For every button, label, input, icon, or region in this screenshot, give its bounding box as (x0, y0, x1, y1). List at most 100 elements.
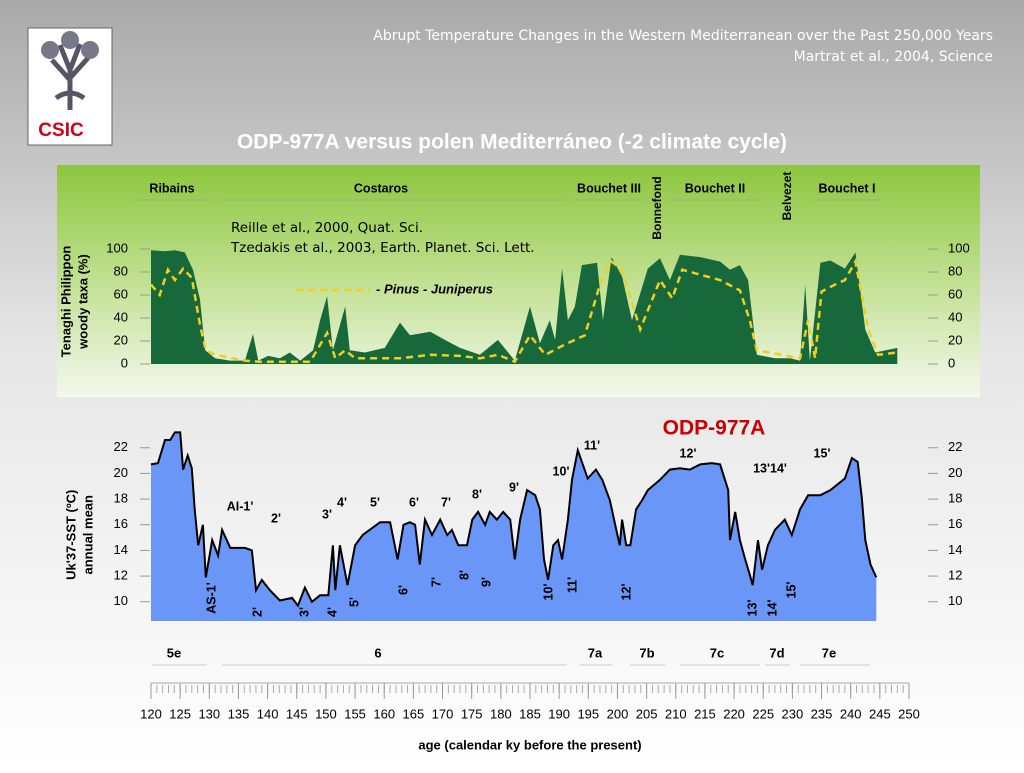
series-label: ODP-977A (663, 417, 766, 440)
stage-label: 7d (769, 645, 784, 660)
x-tick-label: 130 (198, 706, 220, 721)
event-label: 15' (814, 446, 831, 460)
x-axis-label: age (calendar ky before the present) (418, 737, 641, 752)
slide-title: ODP-977A versus polen Mediterráneo (-2 c… (237, 131, 787, 154)
x-tick-label: 205 (636, 706, 658, 721)
event-label: 15' (784, 582, 798, 599)
line (150, 431, 878, 608)
y-tick-label: 100 (106, 240, 128, 255)
event-label: 4' (325, 607, 339, 617)
stage-label: Belvezet (780, 172, 794, 221)
stage-label: 7b (639, 645, 654, 660)
y-tick-label: 0 (948, 355, 955, 370)
y-tick-label: 20 (114, 332, 128, 347)
event-label: 11' (584, 438, 600, 452)
event-label: 5' (370, 495, 380, 509)
x-tick-label: 180 (490, 706, 512, 721)
citation: Reille et al., 2000, Quat. Sci. (231, 220, 423, 236)
event-label: 13'14' (753, 461, 787, 475)
y-tick-label: 16 (114, 516, 128, 531)
x-tick-label: 200 (607, 706, 629, 721)
x-tick-label: 160 (373, 706, 395, 721)
y-tick-label: 22 (948, 439, 962, 454)
event-label: 7' (441, 495, 451, 509)
x-tick-label: 195 (577, 706, 599, 721)
stage-label: Bouchet II (685, 181, 745, 195)
event-label: 12' (619, 584, 633, 601)
logo-text: CSIC (38, 120, 84, 141)
stage-label: 7a (588, 645, 603, 660)
x-tick-label: 225 (752, 706, 774, 721)
stage-label: Bonnefond (650, 176, 664, 239)
y-tick-label: 16 (948, 516, 962, 531)
event-label: 10' (553, 464, 570, 478)
citation: Tzedakis et al., 2003, Earth. Planet. Sc… (230, 240, 535, 256)
legend-label: - Pinus - Juniperus (376, 281, 493, 296)
logo-leaf (81, 41, 99, 59)
event-label: 3' (322, 507, 332, 521)
event-label: 9' (479, 577, 493, 587)
event-label: 14' (765, 600, 779, 617)
y-tick-label: 22 (114, 439, 128, 454)
x-tick-label: 215 (694, 706, 716, 721)
x-tick-label: 120 (140, 706, 162, 721)
stage-label: Bouchet I (819, 181, 876, 195)
y-tick-label: 60 (114, 286, 128, 301)
y-tick-label: 14 (948, 542, 962, 557)
event-label: 8' (472, 487, 482, 501)
event-label: 4' (337, 495, 347, 509)
header-line: Abrupt Temperature Changes in the Wester… (373, 28, 993, 44)
x-tick-label: 145 (286, 706, 308, 721)
x-tick-label: 140 (257, 706, 279, 721)
x-tick-label: 135 (228, 706, 250, 721)
x-tick-label: 235 (811, 706, 833, 721)
x-tick-label: 165 (403, 706, 425, 721)
y-tick-label: 0 (121, 355, 128, 370)
event-label: 8' (457, 570, 471, 580)
x-tick-label: 240 (840, 706, 862, 721)
stage-label: 6 (374, 645, 381, 660)
y-tick-label: 80 (114, 263, 128, 278)
y-tick-label: 20 (948, 332, 962, 347)
event-label: 10' (541, 584, 555, 601)
stage-label: 7e (822, 645, 836, 660)
y-tick-label: 60 (948, 286, 962, 301)
event-label: 12' (680, 446, 697, 460)
x-tick-label: 150 (315, 706, 337, 721)
stage-label: Bouchet III (577, 181, 641, 195)
stage-label: 7c (710, 645, 724, 660)
x-tick-label: 185 (519, 706, 541, 721)
x-tick-label: 190 (548, 706, 570, 721)
x-tick-label: 125 (169, 706, 191, 721)
y-tick-label: 100 (948, 240, 970, 255)
area (151, 432, 877, 621)
x-tick-label: 155 (344, 706, 366, 721)
y-tick-label: 18 (948, 491, 962, 506)
y-tick-label: 18 (114, 491, 128, 506)
event-label: 5' (347, 597, 361, 607)
y-axis-label: woody taxa (%) (75, 254, 90, 350)
y-tick-label: 40 (948, 309, 962, 324)
x-tick-label: 210 (665, 706, 687, 721)
y-axis-label: Tenaghi Philippon (58, 246, 73, 358)
x-tick-label: 175 (461, 706, 483, 721)
y-axis-label: annual mean (80, 495, 95, 575)
stage-label: Costaros (354, 181, 408, 195)
event-label: 7' (429, 577, 443, 587)
y-tick-label: 12 (948, 568, 962, 583)
event-label: 11' (565, 577, 579, 593)
x-tick-label: 245 (869, 706, 891, 721)
area (151, 250, 898, 364)
event-label: 2' (271, 511, 281, 525)
y-tick-label: 14 (114, 542, 128, 557)
event-label: AI-1' (227, 499, 254, 513)
y-tick-label: 10 (114, 593, 128, 608)
stage-label: 5e (167, 645, 181, 660)
y-tick-label: 80 (948, 263, 962, 278)
x-tick-label: 230 (782, 706, 804, 721)
event-label: AS-1' (204, 582, 218, 613)
logo-leaf (61, 31, 79, 49)
logo-leaf (41, 41, 59, 59)
header-line: Martrat et al., 2004, Science (794, 49, 993, 65)
